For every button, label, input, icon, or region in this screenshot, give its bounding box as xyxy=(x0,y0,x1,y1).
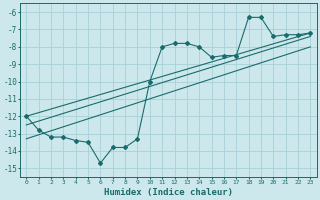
X-axis label: Humidex (Indice chaleur): Humidex (Indice chaleur) xyxy=(104,188,233,197)
